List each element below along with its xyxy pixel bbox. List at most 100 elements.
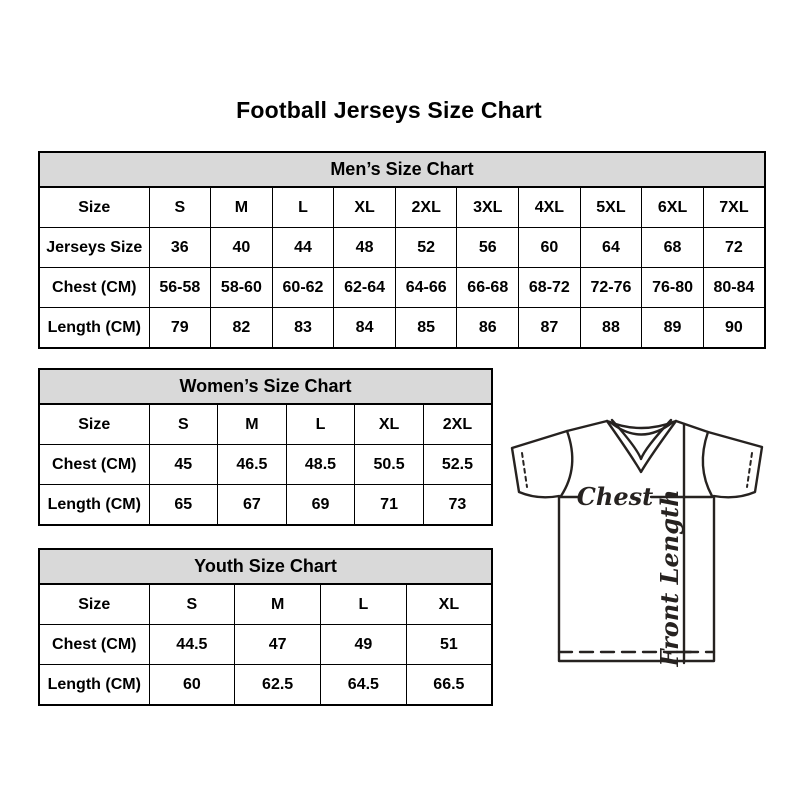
front-length-label: Front Length — [655, 489, 684, 667]
size-value: 86 — [456, 307, 520, 349]
table-title: Women’s Size Chart — [38, 368, 493, 405]
table-row: Length (CM) 60 62.5 64.5 66.5 — [38, 664, 493, 706]
row-label: Chest (CM) — [38, 624, 150, 665]
size-value: M — [217, 403, 287, 445]
size-value: 5XL — [579, 186, 643, 228]
row-label: Chest (CM) — [38, 267, 150, 308]
size-value: 52.5 — [422, 444, 493, 485]
size-value: XL — [405, 583, 493, 625]
right-armhole-seam — [701, 430, 714, 498]
table-title: Men’s Size Chart — [38, 151, 766, 188]
size-value: 79 — [148, 307, 212, 349]
size-value: S — [148, 186, 212, 228]
size-value: 2XL — [394, 186, 458, 228]
size-value: 2XL — [422, 403, 493, 445]
table-row: Length (CM) 79 82 83 84 85 86 87 88 89 90 — [38, 307, 766, 349]
row-label: Jerseys Size — [38, 227, 150, 268]
mens-size-chart-table: Men’s Size Chart Size S M L XL 2XL 3XL 4XL 5XL 6X… — [38, 151, 766, 349]
size-value: 56-58 — [148, 267, 212, 308]
size-value: 72-76 — [579, 267, 643, 308]
size-value: 84 — [333, 307, 396, 349]
size-value: 52 — [394, 227, 458, 268]
size-value: 89 — [641, 307, 704, 349]
size-value: 85 — [394, 307, 458, 349]
size-value: 72 — [702, 227, 766, 268]
size-value: 51 — [405, 624, 493, 665]
row-label: Chest (CM) — [38, 444, 150, 485]
size-value: 71 — [354, 484, 424, 526]
table-row: Jerseys Size 36 40 44 48 52 56 60 64 68 72 — [38, 227, 766, 268]
size-value: 58-60 — [210, 267, 273, 308]
size-value: XL — [354, 403, 424, 445]
row-label: Length (CM) — [38, 484, 150, 526]
womens-size-chart-section: Women’s Size Chart Size S M L XL 2XL Chest (CM… — [38, 368, 493, 526]
size-value: 90 — [702, 307, 766, 349]
size-value: 83 — [271, 307, 335, 349]
size-value: 45 — [148, 444, 219, 485]
size-value: 48.5 — [285, 444, 356, 485]
size-value: 50.5 — [354, 444, 424, 485]
size-value: 73 — [422, 484, 493, 526]
size-value: S — [148, 403, 219, 445]
size-value: 7XL — [702, 186, 766, 228]
size-value: 36 — [148, 227, 212, 268]
size-value: 80-84 — [702, 267, 766, 308]
table-title-row: Men’s Size Chart — [38, 151, 766, 188]
table-title-row: Women’s Size Chart — [38, 368, 493, 405]
size-value: 40 — [210, 227, 273, 268]
size-value: 49 — [320, 624, 407, 665]
size-value: 60-62 — [271, 267, 335, 308]
size-value: 62-64 — [333, 267, 396, 308]
size-value: L — [320, 583, 407, 625]
collar-v-inner — [610, 418, 673, 461]
table-row: Chest (CM) 44.5 47 49 51 — [38, 624, 493, 665]
size-value: 87 — [518, 307, 581, 349]
size-value: 76-80 — [641, 267, 704, 308]
collar-v-outer — [605, 419, 678, 474]
page-title: Football Jerseys Size Chart — [236, 97, 542, 123]
table-title-row: Youth Size Chart — [38, 548, 493, 585]
size-value: 68 — [641, 227, 704, 268]
jersey-outline — [510, 419, 764, 663]
chest-label: Chest — [577, 482, 653, 511]
size-value: 60 — [148, 664, 236, 706]
size-value: L — [285, 403, 356, 445]
size-value: S — [148, 583, 236, 625]
left-armhole-seam — [559, 429, 574, 498]
size-value: 64 — [579, 227, 643, 268]
size-value: 64-66 — [394, 267, 458, 308]
table-row: Chest (CM) 45 46.5 48.5 50.5 52.5 — [38, 444, 493, 485]
size-value: 6XL — [641, 186, 704, 228]
mens-size-chart-section: Men’s Size Chart Size S M L XL 2XL 3XL 4XL 5XL 6X… — [38, 151, 766, 349]
size-value: 60 — [518, 227, 581, 268]
jersey-measurement-diagram: Chest Front Length — [510, 418, 764, 668]
size-value: 65 — [148, 484, 219, 526]
womens-size-chart-table: Women’s Size Chart Size S M L XL 2XL Chest (CM… — [38, 368, 493, 526]
row-label: Size — [38, 403, 150, 445]
size-value: 66-68 — [456, 267, 520, 308]
table-row: Length (CM) 65 67 69 71 73 — [38, 484, 493, 526]
row-label: Size — [38, 186, 150, 228]
size-value: M — [210, 186, 273, 228]
size-value: 4XL — [518, 186, 581, 228]
size-value: 67 — [217, 484, 287, 526]
size-value: XL — [333, 186, 396, 228]
size-value: L — [271, 186, 335, 228]
size-value: 48 — [333, 227, 396, 268]
table-row: Size S M L XL 2XL 3XL 4XL 5XL 6XL 7XL — [38, 186, 766, 228]
size-value: 69 — [285, 484, 356, 526]
table-row: Size S M L XL 2XL — [38, 403, 493, 445]
table-row: Size S M L XL — [38, 583, 493, 625]
youth-size-chart-table: Youth Size Chart Size S M L XL Chest (CM) 44.5… — [38, 548, 493, 706]
row-label: Length (CM) — [38, 664, 150, 706]
size-value: 82 — [210, 307, 273, 349]
youth-size-chart-section: Youth Size Chart Size S M L XL Chest (CM) 44.5… — [38, 548, 493, 706]
size-value: 3XL — [456, 186, 520, 228]
size-value: M — [234, 583, 321, 625]
row-label: Length (CM) — [38, 307, 150, 349]
right-cuff-dashed-seam — [746, 452, 753, 488]
size-value: 62.5 — [234, 664, 321, 706]
table-row: Chest (CM) 56-58 58-60 60-62 62-64 64-66 66-68… — [38, 267, 766, 308]
size-value: 46.5 — [217, 444, 287, 485]
size-value: 47 — [234, 624, 321, 665]
